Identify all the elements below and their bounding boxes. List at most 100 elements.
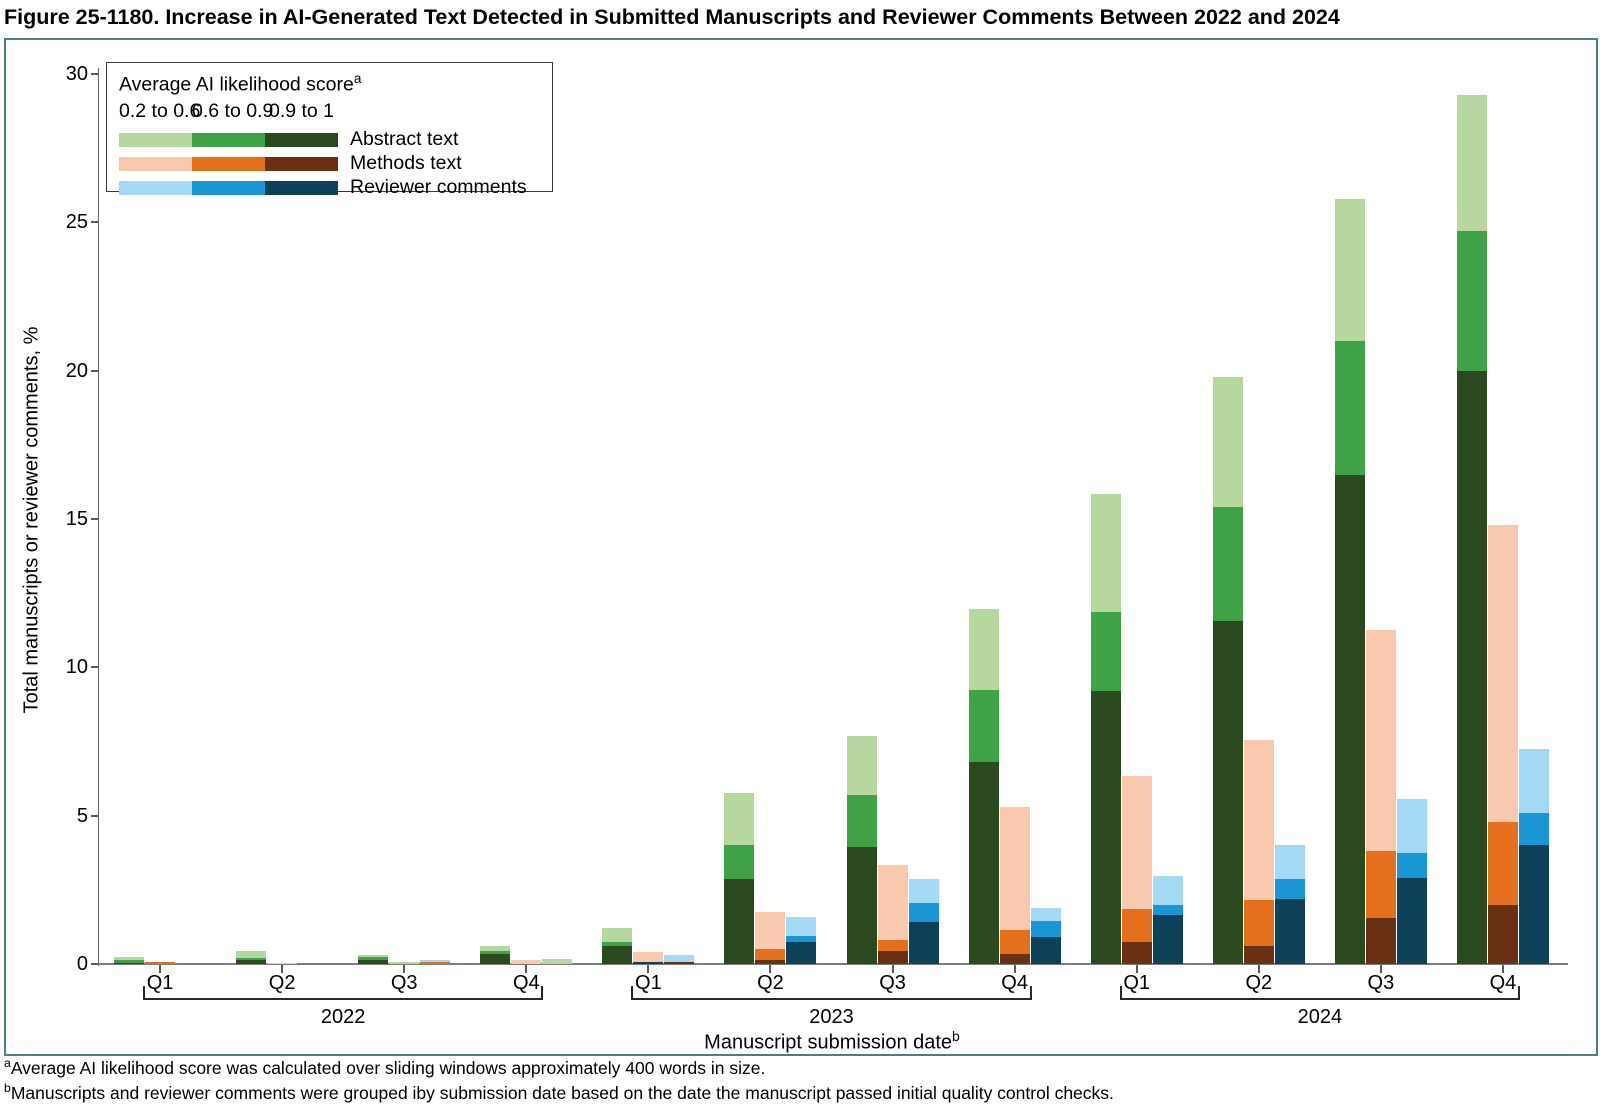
quarter-tick-label: Q4: [512, 972, 540, 994]
plot-area: 0 5 10 15 20 25 30 Q1 Q2 Q3 Q4 Q1 Q2 Q3 Q4 Q1 Q2 Q3 Q4 2022…: [6, 40, 1596, 1054]
year-bracket: [143, 998, 544, 1000]
bar-segment: [786, 941, 817, 964]
legend-row-reviewer: Reviewer comments: [119, 176, 552, 198]
quarter-tick-label: Q3: [879, 972, 906, 994]
bar-segment: [114, 962, 145, 964]
y-tick-label: 25: [65, 211, 88, 234]
y-tick-label: 5: [76, 804, 88, 827]
bar-segment: [145, 962, 176, 964]
legend-range-labels: 0.2 to 0.6 0.6 to 0.9 0.9 to 1: [119, 100, 552, 123]
bar-segment: [1212, 621, 1243, 964]
bar-segment: [724, 793, 755, 846]
x-tick: [159, 965, 162, 973]
quarter-tick-label: Q4: [1001, 972, 1028, 994]
bar-segment: [1274, 898, 1305, 964]
x-tick: [1135, 965, 1138, 973]
bar-segment: [389, 961, 420, 964]
bar-segment: [1243, 946, 1274, 964]
year-bracket-end: [1029, 986, 1032, 998]
bar-segment: [1030, 937, 1061, 964]
x-axis-title-superscript: b: [952, 1028, 960, 1044]
bar-segment: [786, 916, 817, 936]
bar-segment: [1334, 341, 1365, 475]
bar-segment: [236, 958, 267, 961]
bar-segment: [1456, 94, 1487, 232]
bar-segment: [1121, 775, 1152, 910]
bar-segment: [358, 957, 389, 960]
year-label: 2022: [320, 1006, 366, 1028]
bar-segment: [236, 950, 267, 959]
year-label: 2023: [809, 1006, 854, 1028]
legend-box: Average AI likelihood scorea 0.2 to 0.6 …: [106, 62, 553, 198]
quarter-tick-label: Q3: [1367, 972, 1395, 994]
bar-segment: [1334, 474, 1365, 964]
figure-title: Figure 25-1180. Increase in AI-Generated…: [4, 5, 1340, 29]
year-bracket-end: [631, 986, 634, 998]
legend-row-abstract: Abstract text: [119, 128, 552, 150]
legend-swatch-segment: [192, 132, 265, 147]
bar-segment: [786, 935, 817, 942]
bar-segment: [1030, 907, 1061, 921]
bar-segment: [1274, 879, 1305, 899]
year-label: 2024: [1297, 1006, 1343, 1028]
legend-swatch-segment: [192, 180, 265, 195]
bar-segment: [877, 940, 908, 951]
legend-row-methods: Methods text: [119, 152, 552, 174]
bar-segment: [1487, 904, 1518, 964]
bar-segment: [1334, 198, 1365, 341]
bar-segment: [846, 846, 877, 964]
bar-segment: [724, 879, 755, 964]
legend-swatch-abstract: [119, 132, 338, 147]
quarter-tick-label: Q2: [1245, 972, 1273, 994]
bar-segment: [114, 959, 145, 963]
bar-segment: [1365, 630, 1396, 852]
bar-segment: [1212, 507, 1243, 622]
y-tick: [91, 963, 98, 965]
bar-segment: [877, 864, 908, 941]
x-tick: [1257, 965, 1260, 973]
chart-panel: Average AI likelihood scorea 0.2 to 0.6 …: [4, 38, 1598, 1056]
bar-segment: [236, 960, 267, 964]
x-tick: [1013, 965, 1016, 973]
footnote-b: bManuscripts and reviewer comments were …: [4, 1081, 1114, 1104]
quarter-tick-label: Q1: [146, 972, 174, 994]
bar-segment: [968, 609, 999, 690]
bar-segment: [480, 946, 511, 951]
bar-segment: [846, 735, 877, 795]
bar-segment: [480, 953, 511, 964]
y-tick-label: 30: [65, 63, 88, 85]
bar-segment: [908, 879, 939, 904]
bar-segment: [542, 958, 573, 964]
y-tick: [91, 814, 98, 817]
bar-segment: [968, 689, 999, 763]
quarter-tick-label: Q4: [1489, 972, 1517, 994]
y-tick-label: 20: [65, 359, 88, 382]
bar-segment: [602, 941, 633, 947]
y-tick-label: 0: [76, 953, 88, 975]
bar-segment: [1243, 900, 1274, 947]
bar-segment: [1212, 376, 1243, 508]
bar-segment: [1365, 918, 1396, 964]
bar-segment: [1456, 231, 1487, 371]
x-axis-title-text: Manuscript submission date: [704, 1031, 953, 1054]
legend-row-label: Abstract text: [350, 128, 459, 150]
bar-segment: [1152, 904, 1183, 916]
bar-segment: [724, 845, 755, 880]
year-bracket: [631, 998, 1032, 1000]
bar-segment: [420, 960, 451, 962]
bar-segment: [999, 953, 1030, 964]
legend-range-label: 0.2 to 0.6: [119, 99, 201, 122]
bar-segment: [633, 951, 664, 962]
bar-segment: [846, 794, 877, 847]
quarter-tick-label: Q1: [635, 972, 662, 994]
bar-segment: [1518, 812, 1549, 846]
x-tick: [1501, 965, 1504, 973]
year-bracket-end: [1517, 986, 1520, 998]
quarter-tick-label: Q3: [390, 972, 418, 994]
bar-segment: [755, 912, 786, 949]
y-tick: [91, 666, 98, 669]
legend-title: Average AI likelihood scorea: [119, 71, 552, 97]
y-axis-line: [97, 68, 99, 966]
bar-segment: [602, 928, 633, 942]
x-axis-title: Manuscript submission dateb: [704, 1028, 960, 1055]
